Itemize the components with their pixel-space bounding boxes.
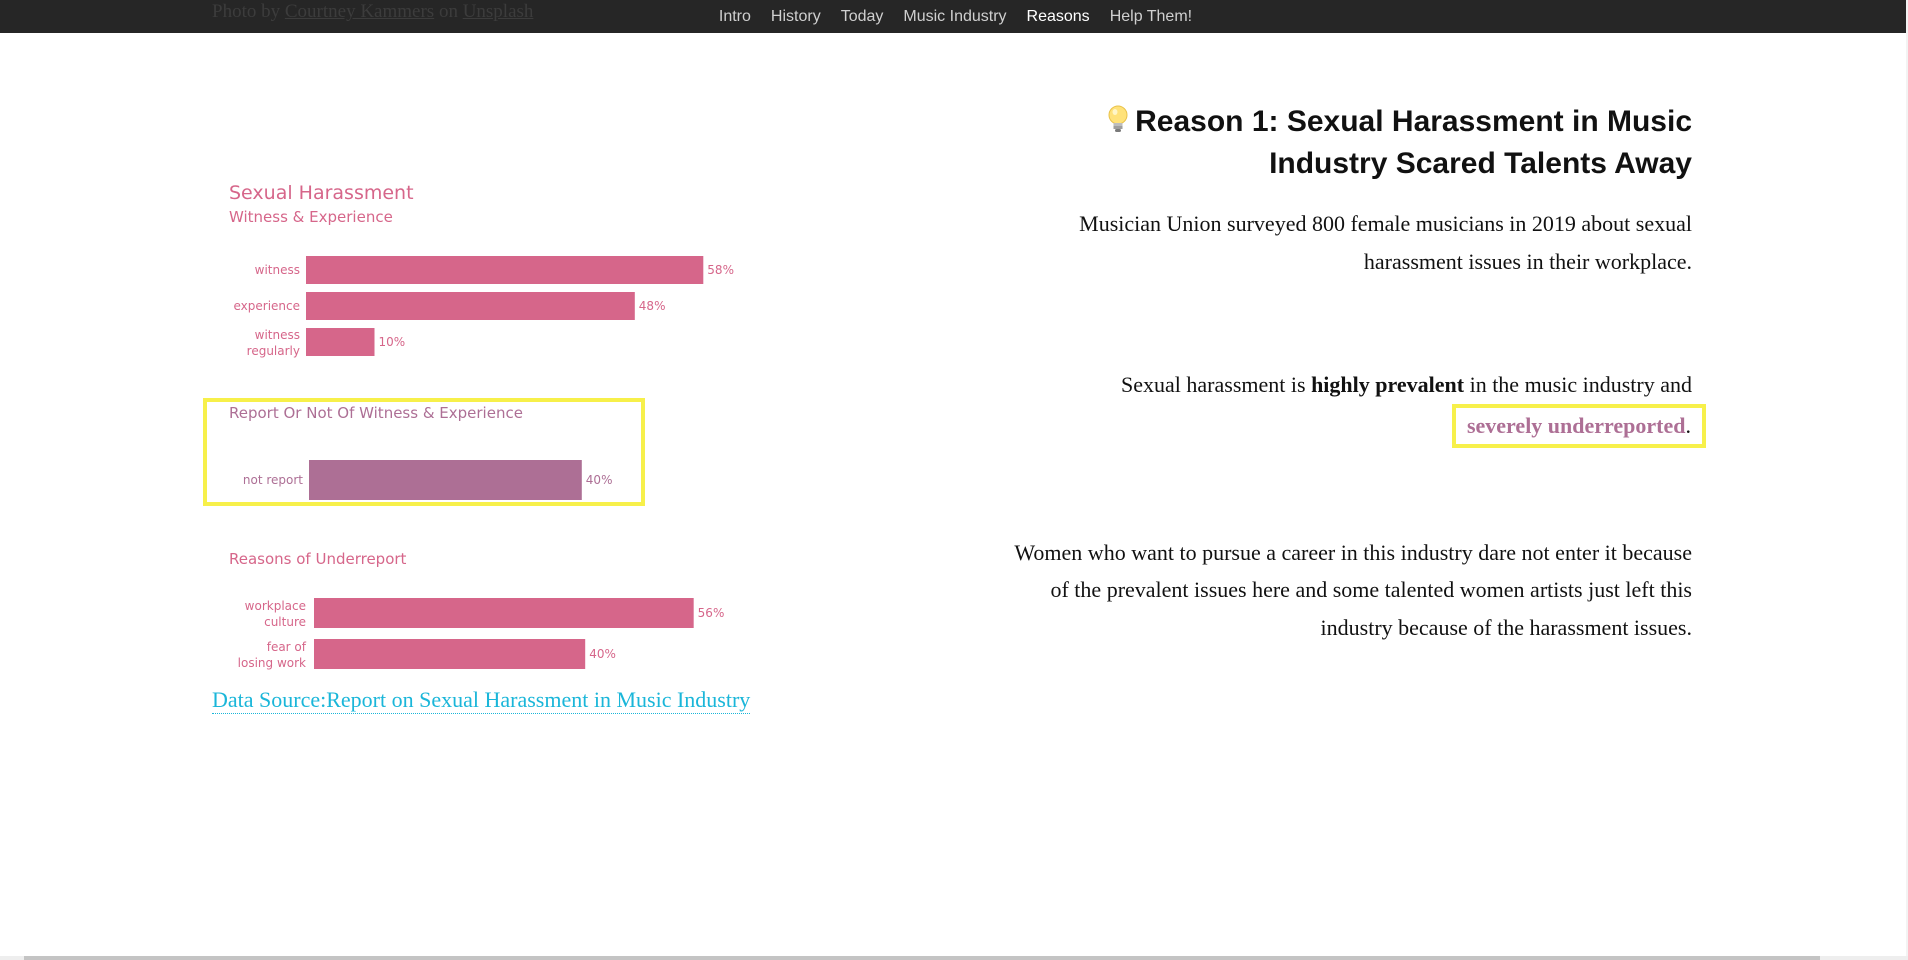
- period-text: .: [1685, 412, 1692, 438]
- chart-2-title: Report Or Not Of Witness & Experience: [229, 404, 523, 422]
- chart-3-title: Reasons of Underreport: [229, 550, 407, 568]
- reason-title-text: Reason 1: Sexual Harassment in Music Ind…: [1135, 105, 1692, 180]
- data-label-not-report: 40%: [586, 473, 613, 487]
- prevalence-text-a: Sexual harassment is: [1121, 372, 1312, 397]
- highly-prevalent-text: highly prevalent: [1311, 372, 1465, 397]
- horizontal-scrollbar-thumb[interactable]: [24, 956, 1820, 960]
- main-nav: Intro History Today Music Industry Reaso…: [0, 0, 1908, 33]
- category-label-experience: experience: [233, 299, 300, 313]
- bar-not-report: [309, 460, 582, 500]
- category-label-witness: witness: [255, 263, 300, 277]
- category-label-witness-regularly: witness regularly: [247, 328, 300, 358]
- survey-paragraph: Musician Union surveyed 800 female music…: [1079, 211, 1692, 274]
- bar-fear-of-losing-work: [314, 639, 586, 669]
- photo-credit-middle: on: [434, 1, 463, 22]
- category-label-fear-of-losing-work: fear of losing work: [238, 640, 307, 670]
- nav-today[interactable]: Today: [840, 7, 884, 25]
- lightbulb-icon: [1107, 105, 1129, 145]
- data-source-link[interactable]: Data Source:Report on Sexual Harassment …: [212, 687, 751, 714]
- nav-reasons[interactable]: Reasons: [1026, 7, 1090, 25]
- vertical-scrollbar[interactable]: [1906, 0, 1908, 956]
- harassment-bar-charts: Sexual Harassment Witness & Experience wit…: [229, 182, 734, 670]
- reason-content: Reason 1: Sexual Harassment in Music Ind…: [1010, 103, 1706, 646]
- photo-credit-prefix: Photo by: [212, 1, 285, 22]
- chart-1-subtitle: Witness & Experience: [229, 208, 393, 226]
- photo-author-link[interactable]: Courtney Kammers: [284, 1, 435, 22]
- data-label-workplace-culture: 56%: [698, 606, 725, 620]
- nav-help-them[interactable]: Help Them!: [1109, 7, 1193, 25]
- data-label-witness: 58%: [707, 263, 734, 277]
- prevalence-text-b: in the music industry and: [1464, 372, 1692, 397]
- bar-workplace-culture: [314, 598, 694, 628]
- bar-experience: [306, 292, 635, 320]
- photo-credit: Photo by Courtney Kammers on Unsplash: [212, 1, 533, 23]
- category-label-workplace-culture: workplace culture: [245, 599, 306, 629]
- nav-history[interactable]: History: [770, 7, 821, 25]
- reason-title: Reason 1: Sexual Harassment in Music Ind…: [1010, 103, 1692, 183]
- unsplash-link[interactable]: Unsplash: [462, 1, 534, 22]
- underreported-highlight: severely underreported.: [1451, 403, 1706, 448]
- chart-1-title: Sexual Harassment: [229, 182, 414, 204]
- chart-highlight-box: [203, 398, 645, 506]
- prevalence-paragraph: Sexual harassment is highly prevalent in…: [1010, 366, 1706, 448]
- nav-intro[interactable]: Intro: [718, 7, 751, 25]
- data-label-witness-regularly: 10%: [379, 335, 406, 349]
- top-navbar: Photo by Courtney Kammers on Unsplash In…: [0, 0, 1908, 33]
- data-label-experience: 48%: [639, 299, 666, 313]
- data-label-fear-of-losing-work: 40%: [589, 647, 616, 661]
- career-paragraph: Women who want to pursue a career in thi…: [1014, 539, 1692, 640]
- underreported-text: severely underreported: [1466, 412, 1686, 438]
- category-label-not-report: not report: [243, 473, 303, 487]
- bar-witness: [306, 256, 704, 284]
- nav-music-industry[interactable]: Music Industry: [903, 7, 1007, 25]
- bar-witness-regularly: [306, 328, 375, 356]
